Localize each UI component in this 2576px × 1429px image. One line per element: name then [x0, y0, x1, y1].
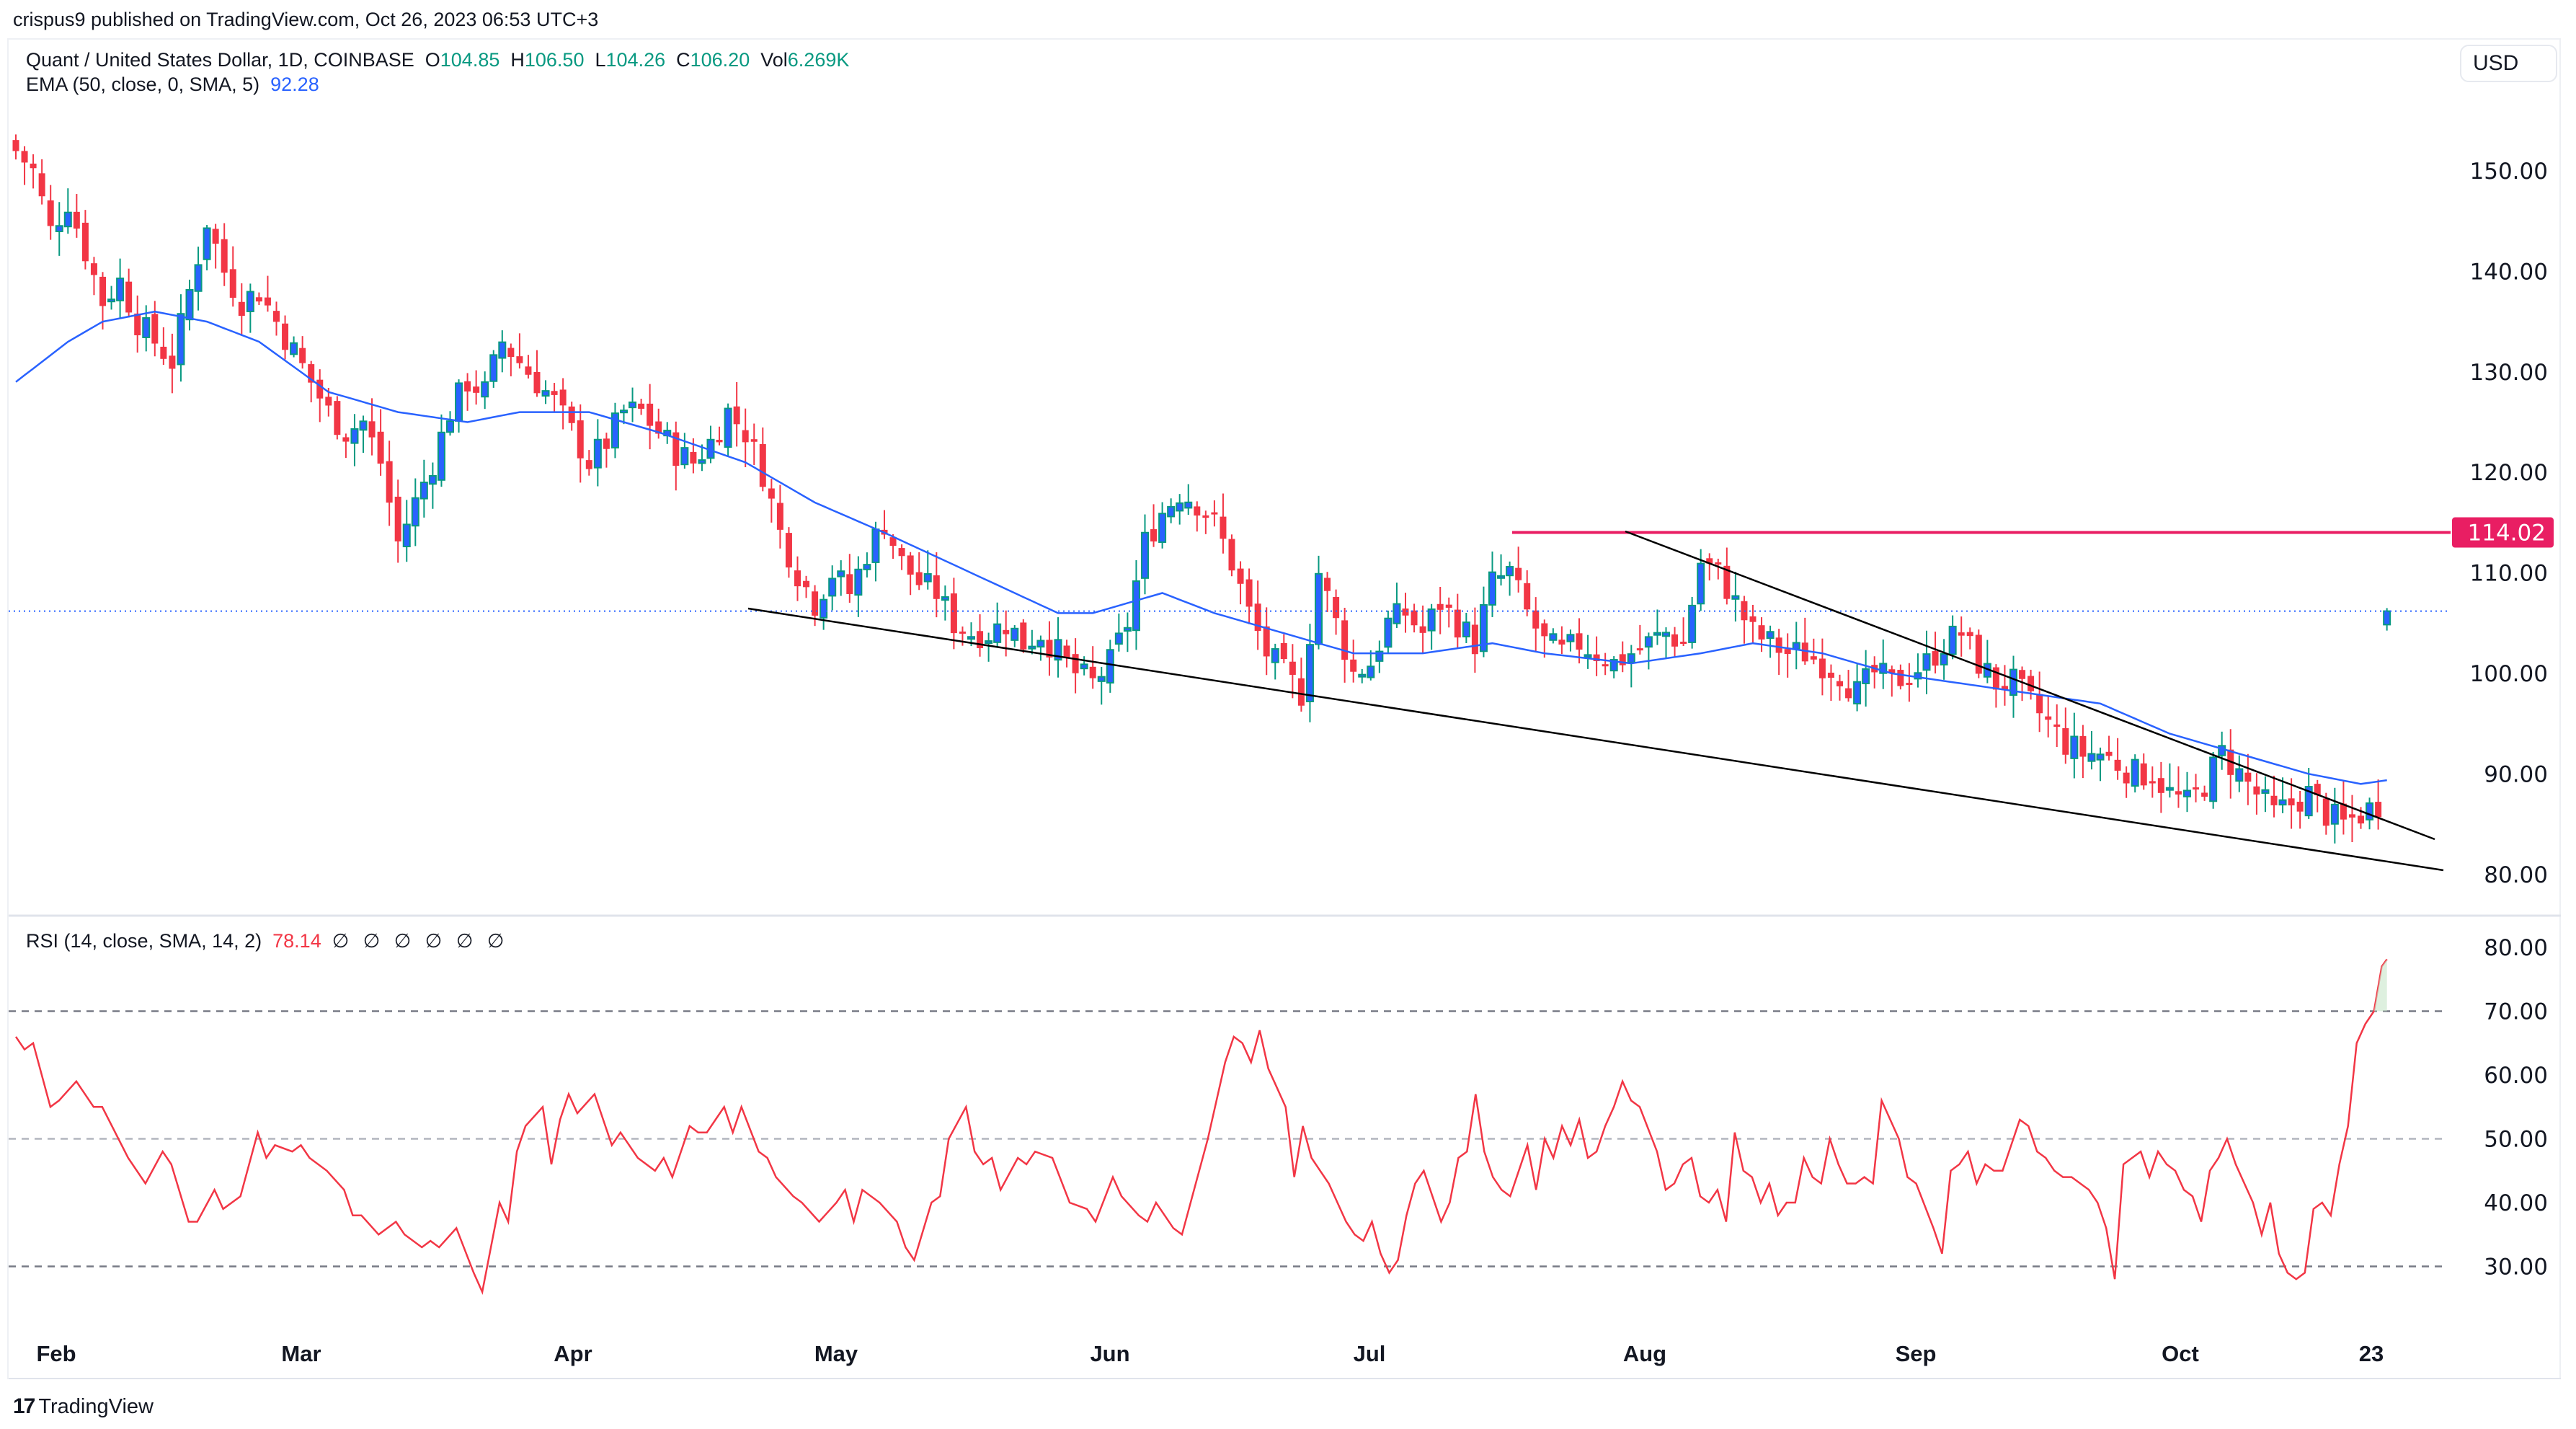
price-axis-label: 150.00 [2470, 159, 2548, 185]
time-axis-label: Feb [36, 1341, 76, 1366]
ema-value: 92.28 [270, 74, 319, 95]
price-axis-label: 120.00 [2470, 460, 2548, 486]
rsi-value: 78.14 [272, 930, 321, 952]
time-axis-label: Sep [1896, 1341, 1937, 1366]
rsi-axis-label: 40.00 [2484, 1190, 2548, 1216]
time-axis-label: Mar [281, 1341, 321, 1366]
tradingview-logo[interactable]: 17 TradingView [13, 1394, 154, 1419]
tradingview-text: TradingView [38, 1394, 154, 1418]
rsi-legend[interactable]: RSI (14, close, SMA, 14, 2) 78.14 ∅ ∅ ∅ … [26, 930, 508, 952]
rsi-line [14, 958, 2388, 1296]
resistance-price-label: 114.02 [2468, 521, 2546, 547]
wedge-lower-trendline[interactable] [747, 607, 2444, 872]
currency-button[interactable]: USD [2460, 45, 2557, 82]
high-value: 106.50 [524, 49, 585, 71]
price-axis-label: 140.00 [2470, 259, 2548, 285]
rsi-na-values: ∅ ∅ ∅ ∅ ∅ ∅ [332, 930, 509, 952]
candles [12, 134, 2391, 844]
low-value: 104.26 [605, 49, 666, 71]
rsi-overbought-fill [2373, 959, 2387, 1012]
volume-value: 6.269K [787, 49, 850, 71]
open-value: 104.85 [440, 49, 500, 71]
time-axis-label: Jul [1354, 1341, 1386, 1366]
rsi-axis-label: 30.00 [2484, 1255, 2548, 1280]
price-axis-label: 110.00 [2470, 561, 2548, 587]
close-value: 106.20 [690, 49, 750, 71]
rsi-axis-label: 70.00 [2484, 999, 2548, 1025]
symbol-title: Quant / United States Dollar, 1D, COINBA… [26, 49, 414, 71]
price-axis-label: 130.00 [2470, 360, 2548, 386]
ema-legend[interactable]: EMA (50, close, 0, SMA, 5) 92.28 [26, 74, 319, 96]
publish-info: crispus9 published on TradingView.com, O… [13, 9, 599, 30]
symbol-legend: Quant / United States Dollar, 1D, COINBA… [26, 49, 850, 71]
rsi-axis-label: 50.00 [2484, 1127, 2548, 1153]
time-axis-label: Oct [2162, 1341, 2199, 1366]
time-axis-label: May [814, 1341, 858, 1366]
price-axis-label: 80.00 [2484, 862, 2548, 888]
resistance-price-badge [2452, 517, 2554, 548]
time-axis-label: Apr [554, 1341, 592, 1366]
tradingview-mark-icon: 17 [13, 1394, 35, 1418]
ema-label: EMA (50, close, 0, SMA, 5) [26, 74, 260, 95]
price-axis-label: 100.00 [2470, 661, 2548, 687]
rsi-label: RSI (14, close, SMA, 14, 2) [26, 930, 262, 952]
time-axis-label: Aug [1623, 1341, 1666, 1366]
rsi-axis-label: 80.00 [2484, 935, 2548, 961]
rsi-axis-label: 60.00 [2484, 1063, 2548, 1089]
time-axis-label: Jun [1090, 1341, 1129, 1366]
price-axis-label: 90.00 [2484, 761, 2548, 787]
wedge-upper-trendline[interactable] [1625, 530, 2435, 841]
ema-line [15, 310, 2387, 785]
time-axis-label: 23 [2359, 1341, 2384, 1366]
